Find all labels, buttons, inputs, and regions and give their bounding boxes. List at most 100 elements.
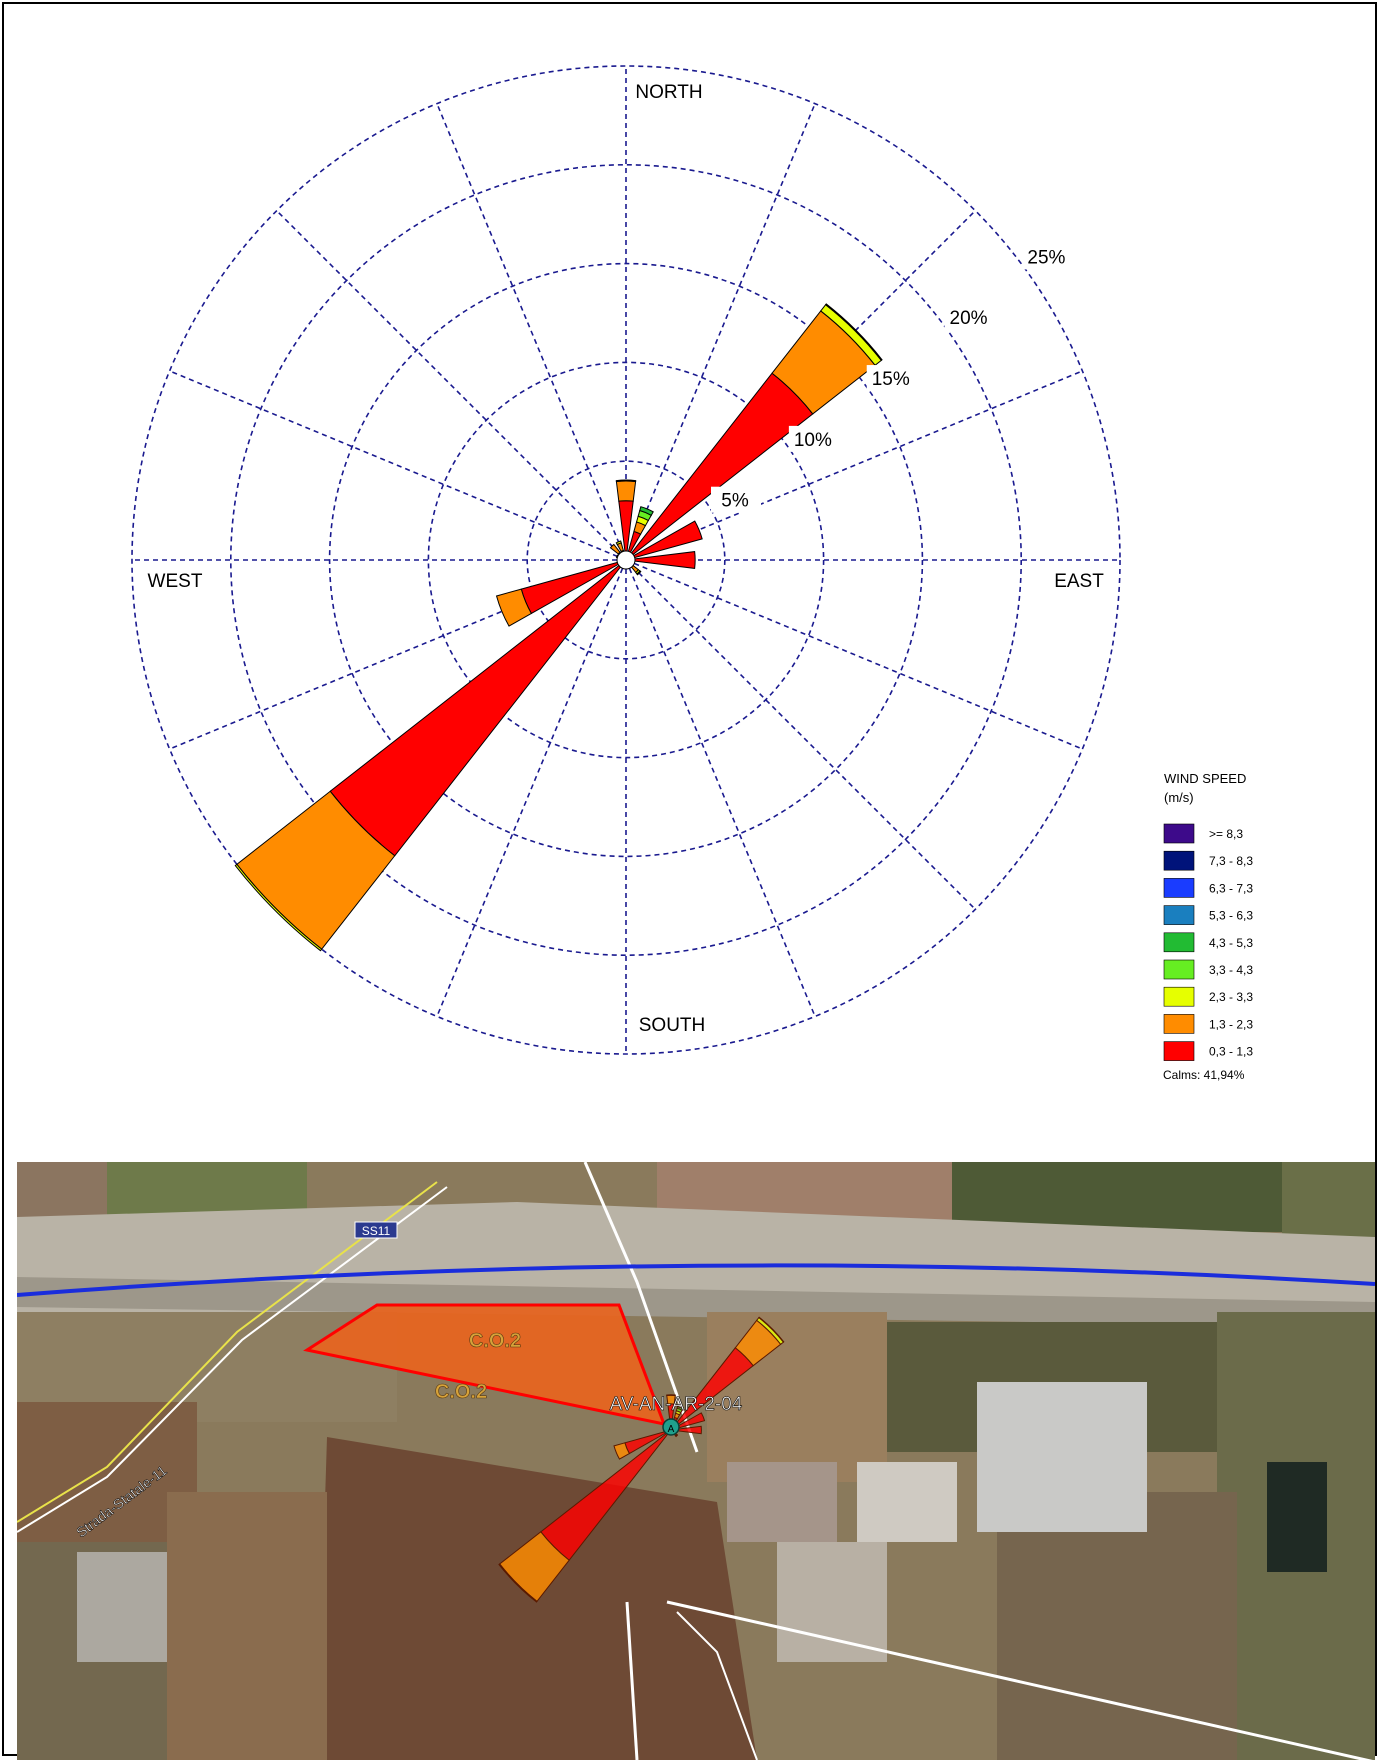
petal-N-2 (666, 1394, 676, 1397)
petal-N-2 (615, 479, 637, 483)
ring-label: 25% (1027, 247, 1065, 268)
ring-label-bg (711, 486, 762, 513)
legend-label: 0,3 - 1,3 (1209, 1045, 1253, 1059)
legend-swatch (1163, 959, 1195, 980)
grid-spoke (625, 559, 816, 1017)
ring-label-bg (788, 425, 839, 452)
ring-label-bg (944, 304, 995, 331)
ring-label-bg (1022, 243, 1073, 270)
grid-spoke (436, 103, 627, 561)
ring-label: 10% (794, 430, 832, 451)
field (167, 1492, 327, 1760)
farm-buildings (777, 1542, 887, 1662)
field (707, 1312, 887, 1482)
buildings (77, 1552, 167, 1662)
farmhouse (727, 1462, 837, 1542)
grid-spoke (625, 370, 1083, 561)
zone-label-2: C.O.2 (435, 1381, 487, 1403)
road (625, 1601, 639, 1760)
station-marker-icon[interactable] (662, 1418, 680, 1436)
field (952, 1162, 1282, 1232)
grid-ring (427, 361, 825, 759)
pipeline-line (17, 1263, 1375, 1297)
legend-label: 3,3 - 4,3 (1209, 963, 1253, 977)
legend-label: 1,3 - 2,3 (1209, 1017, 1253, 1031)
legend-swatch (1163, 986, 1195, 1007)
legend-label: 4,3 - 5,3 (1209, 936, 1253, 950)
water-basin (1267, 1462, 1327, 1572)
ring-labels: 5% 10% 15% 20% 25% (711, 243, 1073, 513)
road (666, 1600, 1373, 1760)
grid-spoke (276, 210, 627, 561)
petal-NE-3 (758, 1316, 785, 1343)
legend-title: WIND SPEED (1164, 771, 1246, 786)
wind-rose-petals (234, 303, 883, 952)
marker-letter: A (668, 1424, 675, 1435)
petal-SW-2 (234, 863, 323, 952)
road-white (17, 1186, 448, 1533)
grid-ring (229, 163, 1023, 957)
legend-swatch (1163, 1041, 1195, 1061)
legend-swatch (1163, 823, 1195, 844)
grid-spoke (169, 370, 627, 561)
petal-ENE-0 (625, 520, 703, 561)
ring-label: 15% (872, 369, 910, 390)
highway-lane (17, 1277, 1375, 1327)
road-badge (354, 1221, 398, 1239)
grid-ring (131, 65, 1121, 1055)
field (997, 1492, 1237, 1760)
station-label: AV-AN-AR-2-04 (610, 1394, 743, 1415)
wind-rose-chart: NORTH SOUTH EAST WEST 5% 10% 15% 20% 25% WIN… (131, 65, 1253, 1082)
petal-NNE-4 (639, 506, 654, 516)
ring-label-bg (866, 365, 917, 392)
road (676, 1611, 758, 1760)
label-east: EAST (1054, 571, 1104, 592)
legend-unit: (m/s) (1164, 790, 1194, 805)
legend-label: 6,3 - 7,3 (1209, 881, 1253, 895)
industrial-buildings (977, 1382, 1147, 1532)
petal-NE-0 (625, 372, 814, 561)
petal-N-1 (615, 480, 637, 502)
petal-WSW-1 (613, 1442, 631, 1460)
petal-SE-3 (675, 1434, 679, 1438)
petal-NW-1 (609, 543, 621, 555)
legend-label: 7,3 - 8,3 (1209, 854, 1253, 868)
zone-label-1: C.O.2 (469, 1330, 521, 1352)
ring-label: 5% (721, 491, 749, 512)
grid-spoke (436, 559, 627, 1017)
petal-SW-2 (498, 1563, 538, 1603)
grid-spoke (625, 559, 1083, 750)
legend-label: >= 8,3 (1209, 827, 1243, 841)
legend-swatch (1163, 932, 1195, 953)
legend: WIND SPEED (m/s) >= 8,3 7,3 - 8,3 6,3 - 7,… (1163, 771, 1253, 1082)
grid-spoke (625, 559, 976, 910)
label-west: WEST (148, 571, 203, 592)
aerial-map: C.O.2 C.O.2 A AV-AN-AR-2-04 SS11 Strada-… (17, 1162, 1375, 1760)
grid-spoke (625, 103, 816, 561)
road (583, 1162, 699, 1453)
petal-SE-3 (636, 570, 642, 576)
petal-NNE-4 (676, 1405, 684, 1411)
petal-E-0 (670, 1425, 702, 1435)
legend-label: 5,3 - 6,3 (1209, 909, 1253, 923)
road-badge-label: SS11 (362, 1224, 391, 1238)
calm-circle (616, 550, 636, 570)
ring-label: 20% (950, 308, 988, 329)
road-yellow (17, 1181, 438, 1523)
legend-swatch (1163, 878, 1195, 898)
petal-NNW-2 (615, 540, 622, 546)
petal-SW-0 (329, 559, 627, 857)
grid-ring (526, 460, 726, 660)
legend-swatch (1163, 905, 1195, 925)
label-south: SOUTH (639, 1015, 706, 1036)
buildings (857, 1462, 957, 1542)
map-canvas: C.O.2 C.O.2 A AV-AN-AR-2-04 SS11 Strada-… (17, 1162, 1375, 1760)
label-north: NORTH (635, 82, 702, 103)
petal-E-0 (625, 551, 696, 569)
legend-swatch (1163, 850, 1195, 871)
calms-label: Calms: 41,94% (1163, 1068, 1245, 1082)
zone-co2 (303, 1303, 667, 1427)
legend-swatch (1163, 1014, 1195, 1034)
petal-NE-3 (824, 303, 883, 362)
